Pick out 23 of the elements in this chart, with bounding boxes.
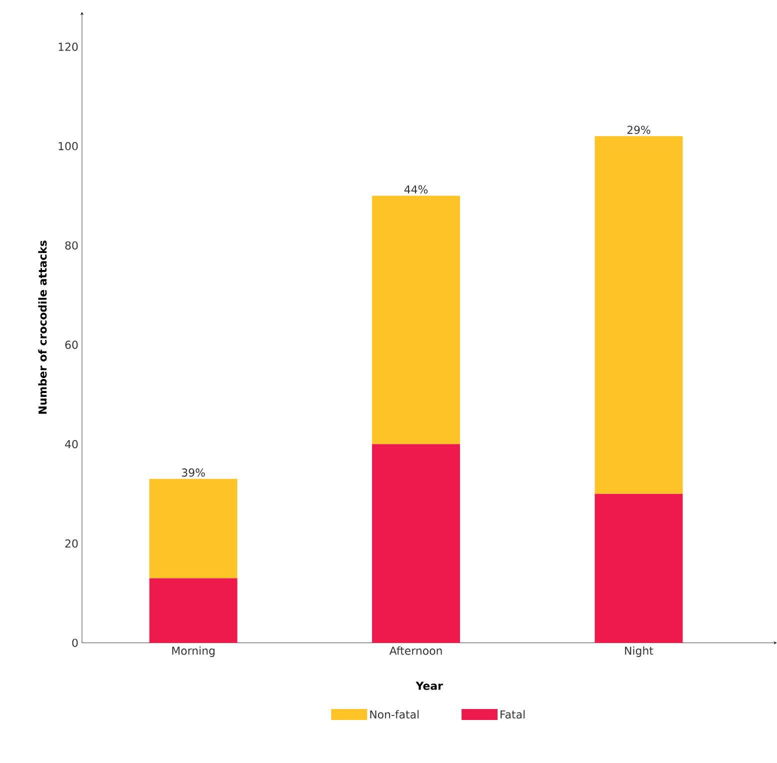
y-tick-label: 120 [58, 42, 78, 51]
bar [372, 196, 460, 444]
y-tick-label: 80 [65, 241, 78, 250]
bar [594, 136, 683, 494]
y-tick-label: 60 [65, 340, 78, 350]
bar [372, 444, 460, 643]
annotation: 29% [627, 126, 650, 134]
x-tick-label: Afternoon [389, 646, 442, 655]
y-tick-label: 40 [65, 440, 78, 448]
bar [594, 494, 683, 643]
x-axis-title: Year [416, 682, 443, 690]
y-tick-label: 20 [65, 539, 78, 548]
y-tick-label: 0 [72, 638, 78, 648]
bar [149, 578, 238, 643]
x-tick-label: Night [625, 646, 654, 658]
y-axis-title: Number of crocodile attacks [38, 240, 47, 414]
legend-label: Non-fatal [370, 710, 419, 719]
legend-label: Fatal [500, 710, 525, 719]
x-tick-label: Morning [172, 646, 215, 658]
bar [149, 479, 238, 578]
annotation: 39% [182, 468, 205, 477]
y-tick-label: 100 [58, 142, 78, 150]
annotation: 44% [404, 185, 428, 194]
